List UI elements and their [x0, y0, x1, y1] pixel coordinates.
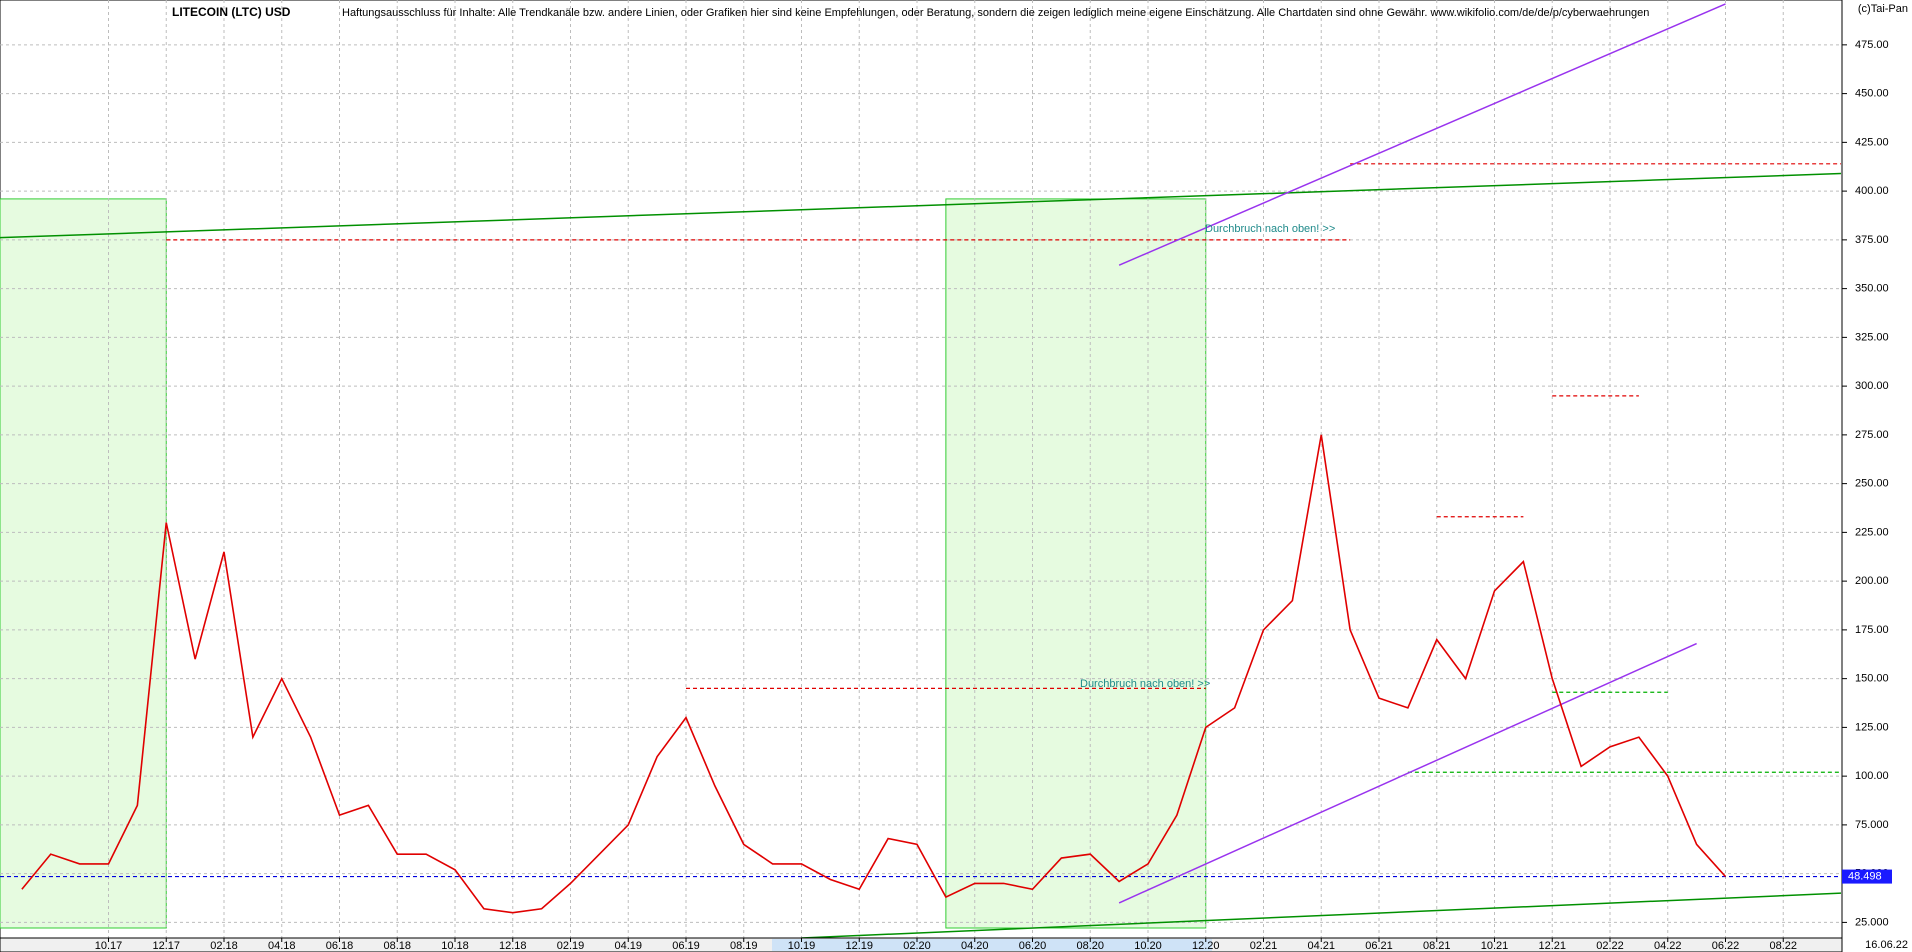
trend-line: [801, 892, 1842, 939]
zone: [945, 198, 1207, 929]
y-tick-label: 250.00: [1855, 478, 1889, 490]
x-tick-label: 02.18: [210, 940, 238, 952]
x-tick-label: 02.22: [1596, 940, 1624, 952]
y-tick-label: 200.00: [1855, 575, 1889, 587]
plot-frame: [0, 0, 1843, 939]
plot-layer: [0, 0, 1842, 939]
x-tick-label: 12.21: [1538, 940, 1566, 952]
x-tick-label: 06.22: [1712, 940, 1740, 952]
x-tick-label: 12.17: [152, 940, 180, 952]
x-tick-label: 10.17: [95, 940, 123, 952]
trend-line: [0, 172, 1842, 239]
annotation: Durchbruch nach oben! >>: [1080, 678, 1210, 690]
zone: [0, 198, 167, 929]
x-tick-label: 08.20: [1076, 940, 1104, 952]
y-tick-label: 175.00: [1855, 624, 1889, 636]
x-tick-label: 08.19: [730, 940, 758, 952]
x-tick-label: 12.18: [499, 940, 527, 952]
trend-line: [1118, 642, 1697, 904]
y-tick-label: 475.00: [1855, 39, 1889, 51]
x-tick-label: 10.18: [441, 940, 469, 952]
x-tick-label: 08.22: [1769, 940, 1797, 952]
y-tick-label: 350.00: [1855, 283, 1889, 295]
y-tick-label: 275.00: [1855, 429, 1889, 441]
y-tick-label: 25.000: [1855, 916, 1889, 928]
x-tick-label: 08.21: [1423, 940, 1451, 952]
x-axis-highlight: [772, 939, 1212, 951]
x-tick-label: 10.21: [1481, 940, 1509, 952]
x-tick-label: 06.19: [672, 940, 700, 952]
y-tick-label: 75.000: [1855, 819, 1889, 831]
y-tick-label: 100.00: [1855, 770, 1889, 782]
x-tick-label: 08.18: [383, 940, 411, 952]
x-tick-label: 04.19: [614, 940, 642, 952]
y-tick-label: 150.00: [1855, 673, 1889, 685]
last-price-box: [1842, 869, 1892, 884]
annotation: Durchbruch nach oben! >>: [1205, 223, 1335, 235]
y-tick-label: 325.00: [1855, 331, 1889, 343]
last-price-label: 48.498: [1848, 870, 1882, 882]
copyright: (c)Tai-Pan: [1858, 3, 1908, 15]
y-tick-label: 375.00: [1855, 234, 1889, 246]
x-tick-label: 06.21: [1365, 940, 1393, 952]
x-tick-label: 02.20: [903, 940, 931, 952]
x-tick-label: 04.22: [1654, 940, 1682, 952]
x-tick-label: 04.18: [268, 940, 296, 952]
x-tick-label: 06.18: [326, 940, 354, 952]
y-tick-label: 450.00: [1855, 88, 1889, 100]
y-tick-label: 125.00: [1855, 721, 1889, 733]
x-tick-label: 12.19: [845, 940, 873, 952]
x-tick-label: 10.19: [788, 940, 816, 952]
y-tick-label: 225.00: [1855, 526, 1889, 538]
chart-title: LITECOIN (LTC) USD: [172, 5, 291, 19]
y-tick-label: 400.00: [1855, 185, 1889, 197]
x-tick-label: 04.20: [961, 940, 989, 952]
subtitle: Haftungsausschluss für Inhalte: Alle Tre…: [342, 7, 1649, 19]
x-tick-label: 02.21: [1250, 940, 1278, 952]
x-tick-label: 04.21: [1307, 940, 1335, 952]
trend-line: [1118, 3, 1726, 266]
x-tick-label: 06.20: [1019, 940, 1047, 952]
price-line: [21, 434, 1727, 914]
x-tick-label: 10.20: [1134, 940, 1162, 952]
x-tick-label: 02.19: [557, 940, 585, 952]
y-tick-label: 425.00: [1855, 136, 1889, 148]
x-tick-label: 12.20: [1192, 940, 1220, 952]
y-tick-label: 300.00: [1855, 380, 1889, 392]
date-label: 16.06.22: [1865, 939, 1908, 951]
